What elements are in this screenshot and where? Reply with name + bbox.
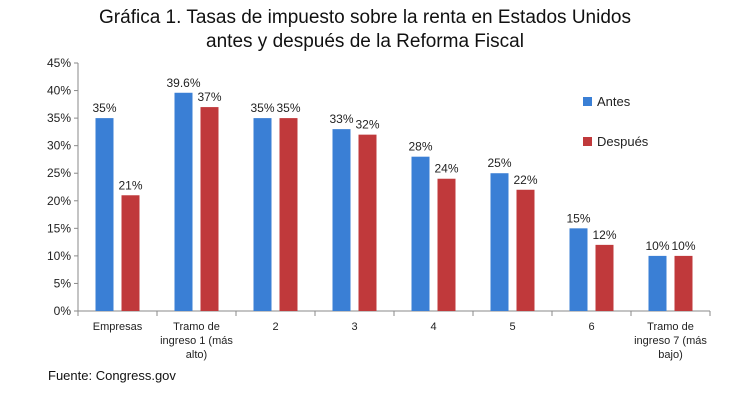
legend-swatch-antes xyxy=(583,97,592,106)
bar-antes xyxy=(490,173,509,311)
y-tick-label: 25% xyxy=(47,166,71,180)
y-tick-label: 0% xyxy=(54,304,72,318)
chart-title-line2: antes y después de la Reforma Fiscal xyxy=(206,31,524,52)
x-category-label: ingreso 1 (más xyxy=(160,335,233,347)
data-label: 32% xyxy=(355,118,379,132)
data-label: 10% xyxy=(645,239,669,253)
bar-despues xyxy=(358,134,377,311)
data-label: 35% xyxy=(250,101,274,115)
x-category-label: Tramo de xyxy=(173,321,220,333)
data-label: 12% xyxy=(592,228,616,242)
data-label: 39.6% xyxy=(166,76,200,90)
y-tick-label: 10% xyxy=(47,249,71,263)
bar-despues xyxy=(674,255,693,311)
bar-despues xyxy=(121,195,140,311)
data-label: 28% xyxy=(408,140,432,154)
y-tick-label: 20% xyxy=(47,194,71,208)
bar-antes xyxy=(95,118,114,311)
y-tick-label: 30% xyxy=(47,139,71,153)
x-category-label: 6 xyxy=(588,321,594,333)
chart-title-line1: Gráfica 1. Tasas de impuesto sobre la re… xyxy=(99,7,631,28)
bar-despues xyxy=(516,189,535,311)
data-label: 35% xyxy=(276,101,300,115)
y-tick-label: 40% xyxy=(47,84,71,98)
bar-antes xyxy=(648,255,667,311)
data-label: 21% xyxy=(118,178,142,192)
bar-antes xyxy=(332,129,351,311)
bar-despues xyxy=(437,178,456,311)
x-category-label: alto) xyxy=(186,349,207,361)
x-category-label: 2 xyxy=(272,321,278,333)
legend-label-despues: Después xyxy=(597,134,649,149)
x-category-label: 3 xyxy=(351,321,357,333)
bar-despues xyxy=(279,118,298,311)
data-label: 33% xyxy=(329,112,353,126)
bar-antes xyxy=(174,92,193,311)
data-label: 25% xyxy=(487,156,511,170)
data-label: 35% xyxy=(92,101,116,115)
x-category-label: 4 xyxy=(430,321,436,333)
chart-title: Gráfica 1. Tasas de impuesto sobre la re… xyxy=(0,6,730,54)
bar-despues xyxy=(595,244,614,311)
bar-despues xyxy=(200,107,219,311)
y-tick-label: 15% xyxy=(47,221,71,235)
source-note: Fuente: Congress.gov xyxy=(48,368,176,383)
x-category-label: Empresas xyxy=(93,321,143,333)
x-category-label: bajo) xyxy=(658,349,682,361)
bar-antes xyxy=(253,118,272,311)
data-label: 37% xyxy=(197,90,221,104)
data-label: 15% xyxy=(566,211,590,225)
data-label: 22% xyxy=(513,173,537,187)
legend-swatch-despues xyxy=(583,137,592,146)
x-category-label: 5 xyxy=(509,321,515,333)
x-category-label: ingreso 7 (más xyxy=(634,335,707,347)
data-label: 10% xyxy=(671,239,695,253)
bar-antes xyxy=(411,156,430,311)
y-tick-label: 5% xyxy=(54,276,72,290)
y-tick-label: 35% xyxy=(47,111,71,125)
y-tick-label: 45% xyxy=(47,56,71,70)
data-label: 24% xyxy=(434,162,458,176)
bar-antes xyxy=(569,228,588,311)
x-category-label: Tramo de xyxy=(647,321,694,333)
legend-label-antes: Antes xyxy=(597,94,631,109)
